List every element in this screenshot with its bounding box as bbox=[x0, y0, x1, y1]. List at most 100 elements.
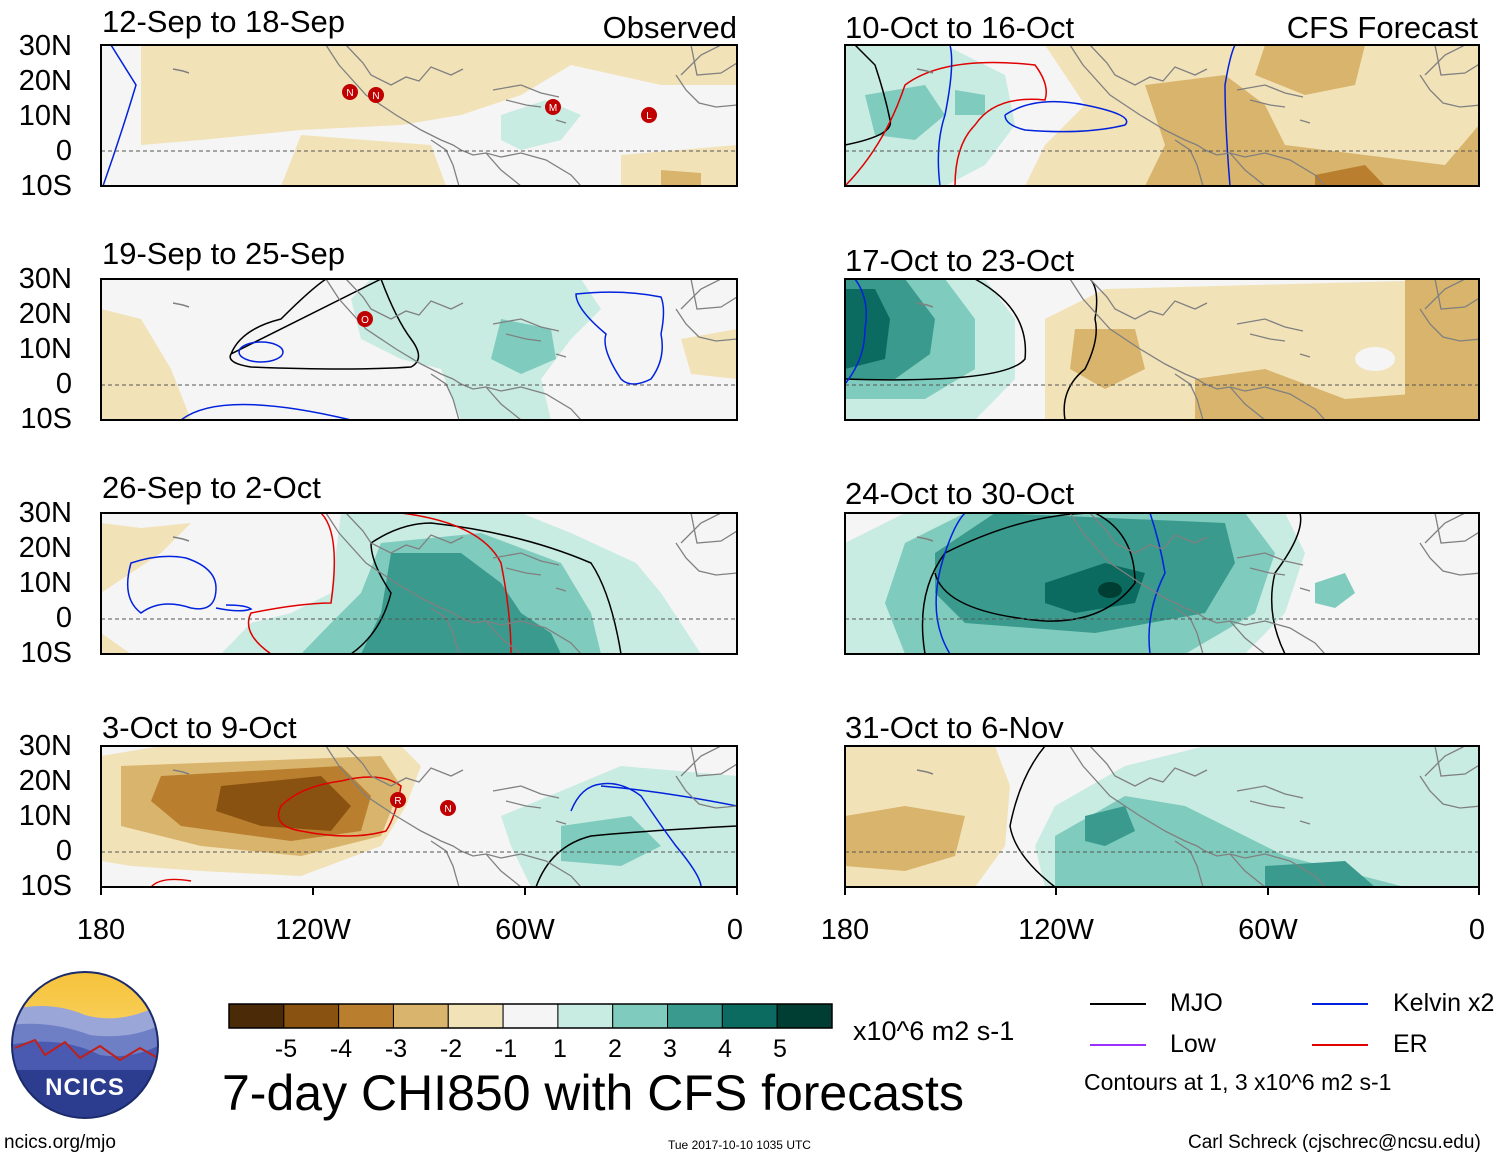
map-panel-3 bbox=[100, 512, 738, 655]
y-label: 30N bbox=[18, 263, 72, 295]
y-label: 10S bbox=[20, 870, 72, 902]
y-label: 0 bbox=[55, 835, 72, 867]
y-label: 0 bbox=[55, 368, 72, 400]
map-panel-8 bbox=[844, 745, 1480, 888]
y-label: 30N bbox=[18, 497, 72, 529]
legend-line-er bbox=[1312, 1044, 1368, 1046]
x-label: 180 bbox=[820, 914, 870, 946]
colorbar-label: -2 bbox=[439, 1035, 463, 1063]
y-label: 30N bbox=[18, 730, 72, 762]
storm-marker-letter: N bbox=[346, 88, 353, 99]
x-label: 120W bbox=[1018, 914, 1094, 946]
panel-title-3: 26-Sep to 2-Oct bbox=[102, 470, 321, 505]
colorbar-label: 5 bbox=[773, 1035, 787, 1063]
y-label: 20N bbox=[18, 765, 72, 797]
map-panel-1: N N M L bbox=[100, 44, 738, 187]
storm-marker-letter: N bbox=[372, 91, 379, 102]
x-label: 0 bbox=[726, 914, 744, 946]
colorbar bbox=[228, 1003, 833, 1029]
observed-tag: Observed bbox=[602, 10, 737, 45]
storm-marker: L bbox=[641, 107, 657, 123]
storm-marker: M bbox=[545, 99, 561, 115]
colorbar-swatch bbox=[776, 1003, 833, 1029]
map-panel-2: O bbox=[100, 278, 738, 421]
colorbar-label: -1 bbox=[494, 1035, 518, 1063]
panel-title-1: 12-Sep to 18-Sep bbox=[102, 4, 346, 39]
colorbar-swatch bbox=[557, 1003, 614, 1029]
colorbar-swatch bbox=[338, 1003, 394, 1029]
colorbar-swatch bbox=[283, 1003, 340, 1029]
cfs-forecast-tag: CFS Forecast bbox=[1286, 10, 1478, 45]
legend-label-kelvin: Kelvin x2 bbox=[1393, 989, 1495, 1017]
x-label: 0 bbox=[1468, 914, 1486, 946]
colorbar-label: 2 bbox=[608, 1035, 622, 1063]
map-panel-5 bbox=[844, 44, 1480, 187]
legend-line-low bbox=[1090, 1044, 1146, 1046]
colorbar-label: 1 bbox=[553, 1035, 567, 1063]
storm-marker-letter: N bbox=[444, 804, 451, 815]
colorbar-swatch bbox=[502, 1003, 559, 1029]
panel-title-7: 24-Oct to 30-Oct bbox=[845, 476, 1075, 511]
x-label: 120W bbox=[275, 914, 351, 946]
colorbar-swatch bbox=[721, 1003, 778, 1029]
colorbar-label: 3 bbox=[663, 1035, 677, 1063]
storm-marker-letter: L bbox=[646, 111, 652, 122]
colorbar-swatch bbox=[228, 1003, 285, 1029]
map-panel-6 bbox=[844, 278, 1480, 421]
y-label: 10N bbox=[18, 100, 72, 132]
x-label: 180 bbox=[76, 914, 126, 946]
panel-title-5: 10-Oct to 16-Oct bbox=[845, 10, 1075, 45]
footer-center: Tue 2017-10-10 1035 UTC bbox=[668, 1138, 811, 1152]
storm-marker: N bbox=[368, 87, 384, 103]
y-label: 10S bbox=[20, 637, 72, 669]
legend-label-er: ER bbox=[1393, 1030, 1428, 1058]
ncics-logo: NCICS bbox=[11, 971, 159, 1119]
x-axis-ticks bbox=[100, 887, 1480, 895]
storm-marker: N bbox=[440, 800, 456, 816]
storm-marker: O bbox=[357, 311, 373, 327]
main-title: 7-day CHI850 with CFS forecasts bbox=[222, 1065, 964, 1121]
legend-note: Contours at 1, 3 x10^6 m2 s-1 bbox=[1084, 1069, 1392, 1095]
y-label: 10S bbox=[20, 170, 72, 202]
map-panel-4: R N bbox=[100, 745, 738, 888]
panel-title-4: 3-Oct to 9-Oct bbox=[102, 710, 297, 745]
colorbar-swatch bbox=[612, 1003, 669, 1029]
colorbar-label: 4 bbox=[718, 1035, 732, 1063]
y-label: 30N bbox=[18, 30, 72, 62]
y-label: 10S bbox=[20, 403, 72, 435]
storm-marker-letter: R bbox=[394, 796, 401, 807]
y-label: 20N bbox=[18, 532, 72, 564]
y-label: 20N bbox=[18, 298, 72, 330]
panel-title-2: 19-Sep to 25-Sep bbox=[102, 236, 346, 271]
colorbar-swatch bbox=[392, 1003, 449, 1029]
map-panel-7 bbox=[844, 512, 1480, 655]
y-label: 10N bbox=[18, 567, 72, 599]
storm-marker: N bbox=[342, 84, 358, 100]
x-label: 60W bbox=[1238, 914, 1298, 946]
colorbar-label: -3 bbox=[384, 1035, 408, 1063]
legend-line-mjo bbox=[1090, 1003, 1146, 1005]
colorbar-swatch bbox=[667, 1003, 723, 1029]
colorbar-label: -5 bbox=[274, 1035, 298, 1063]
y-label: 10N bbox=[18, 333, 72, 365]
x-label: 60W bbox=[495, 914, 555, 946]
storm-marker-letter: M bbox=[549, 103, 557, 114]
y-label: 20N bbox=[18, 65, 72, 97]
y-label: 10N bbox=[18, 800, 72, 832]
footer-right: Carl Schreck (cjschrec@ncsu.edu) bbox=[1188, 1132, 1481, 1153]
legend-label-mjo: MJO bbox=[1170, 989, 1223, 1017]
logo-text: NCICS bbox=[45, 1074, 125, 1101]
legend-label-low: Low bbox=[1170, 1030, 1216, 1058]
footer-left[interactable]: ncics.org/mjo bbox=[4, 1132, 116, 1153]
colorbar-swatch bbox=[447, 1003, 504, 1029]
storm-marker-letter: O bbox=[361, 315, 369, 326]
panel-title-8: 31-Oct to 6-Nov bbox=[845, 710, 1064, 745]
y-label: 0 bbox=[55, 602, 72, 634]
panel-title-6: 17-Oct to 23-Oct bbox=[845, 243, 1075, 278]
y-label: 0 bbox=[55, 135, 72, 167]
colorbar-label: -4 bbox=[329, 1035, 353, 1063]
colorbar-units: x10^6 m2 s-1 bbox=[853, 1016, 1015, 1046]
legend-line-kelvin bbox=[1312, 1003, 1368, 1005]
storm-marker: R bbox=[390, 792, 406, 808]
